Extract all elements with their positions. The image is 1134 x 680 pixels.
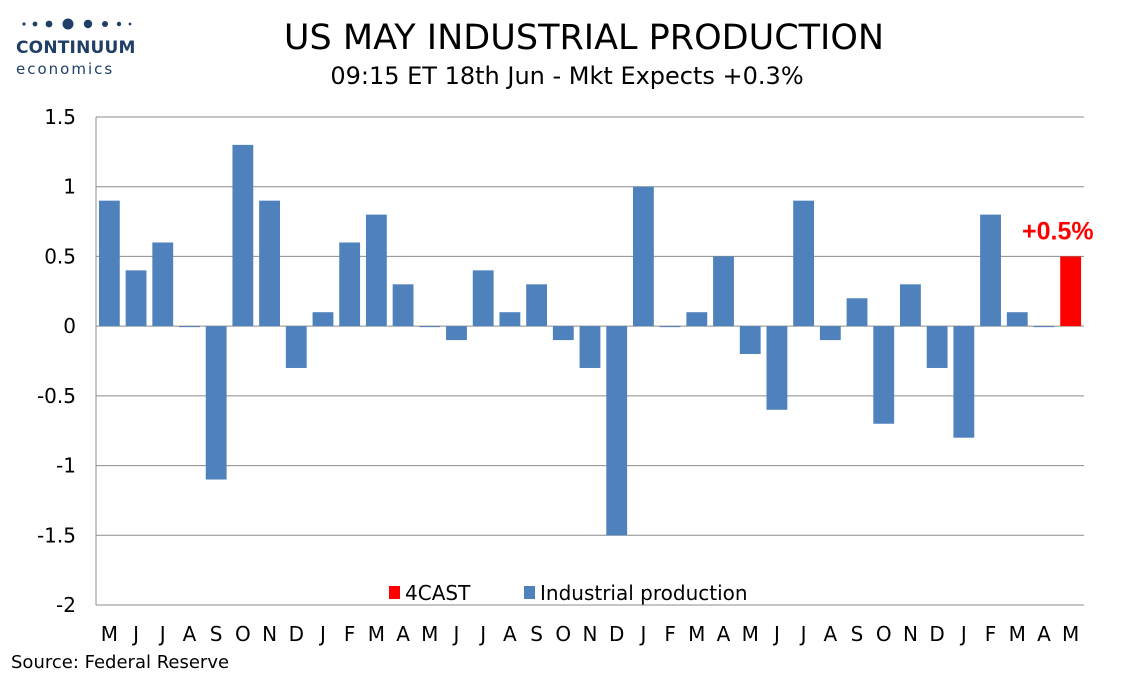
chart-title: US MAY INDUSTRIAL PRODUCTION <box>283 18 885 58</box>
x-tick-label: A <box>183 622 197 646</box>
x-tick-label: F <box>344 622 356 646</box>
x-tick-label: A <box>823 622 837 646</box>
forecast-annotation: +0.5% <box>1022 217 1094 245</box>
x-tick-label: J <box>452 622 460 646</box>
x-tick-label: D <box>609 622 624 646</box>
y-tick-label: -2 <box>56 593 76 617</box>
bar-4cast <box>1060 256 1082 327</box>
x-tick-label: A <box>1037 622 1051 646</box>
x-tick-label: N <box>262 622 277 646</box>
bar-industrial-production <box>980 214 1001 327</box>
x-tick-label: N <box>903 622 918 646</box>
bar-industrial-production <box>686 312 708 327</box>
source-note: Source: Federal Reserve <box>11 652 230 673</box>
x-tick-label: M <box>688 622 705 646</box>
x-tick-label: O <box>876 622 892 646</box>
x-tick-label: F <box>664 622 676 646</box>
bar-industrial-production <box>926 326 948 368</box>
bar-industrial-production <box>766 326 788 410</box>
y-tick-label: -0.5 <box>37 384 76 408</box>
bar-industrial-production <box>846 298 868 327</box>
bar-industrial-production <box>125 270 147 327</box>
bar-industrial-production <box>446 326 467 341</box>
x-tick-label: O <box>235 622 251 646</box>
x-tick-label: A <box>503 622 517 646</box>
y-tick-label: 0.5 <box>44 244 76 268</box>
legend-label: Industrial production <box>540 581 748 605</box>
bar-industrial-production <box>632 186 654 327</box>
bar-industrial-production <box>793 200 815 327</box>
bar-industrial-production <box>526 284 548 327</box>
bar-industrial-production <box>259 200 280 327</box>
bar-industrial-production <box>472 270 494 327</box>
bar-industrial-production <box>659 326 681 328</box>
x-tick-label: M <box>421 622 438 646</box>
bar-industrial-production <box>98 200 120 327</box>
y-tick-label: 1 <box>63 175 76 199</box>
bar-industrial-production <box>179 326 200 328</box>
y-tick-label: 1.5 <box>44 105 76 129</box>
x-tick-label: S <box>851 622 864 646</box>
y-tick-label: -1.5 <box>37 523 76 547</box>
bar-industrial-production <box>579 326 601 368</box>
bar-industrial-production <box>1006 312 1028 327</box>
x-tick-label: S <box>530 622 543 646</box>
bar-industrial-production <box>739 326 761 355</box>
bar-industrial-production <box>552 326 574 341</box>
x-tick-label: D <box>929 622 944 646</box>
y-tick-label: 0 <box>63 314 76 338</box>
bar-industrial-production <box>152 242 174 327</box>
x-tick-label: M <box>742 622 759 646</box>
logo-name: CONTINUUM <box>16 38 136 58</box>
bar-industrial-production <box>499 312 521 327</box>
x-tick-label: M <box>1062 622 1079 646</box>
x-tick-label: M <box>368 622 385 646</box>
bar-industrial-production <box>392 284 414 327</box>
x-tick-label: J <box>478 622 486 646</box>
bar-industrial-production <box>419 326 441 328</box>
x-tick-label: A <box>717 622 731 646</box>
legend-swatch <box>389 586 400 599</box>
bar-industrial-production <box>312 312 334 327</box>
x-tick-label: J <box>131 622 139 646</box>
bar-industrial-production <box>205 326 227 480</box>
bar-industrial-production <box>819 326 841 341</box>
bar-industrial-production <box>232 144 254 327</box>
logo-dots-icon <box>22 18 132 30</box>
bar-industrial-production <box>285 326 307 368</box>
bar-industrial-production <box>873 326 895 424</box>
x-tick-label: O <box>555 622 571 646</box>
x-tick-label: S <box>210 622 223 646</box>
x-tick-label: N <box>583 622 598 646</box>
bar-industrial-production <box>339 242 361 327</box>
bar-industrial-production <box>713 256 734 327</box>
x-tick-label: J <box>772 622 780 646</box>
bar-industrial-production <box>953 326 975 438</box>
x-tick-label: J <box>638 622 646 646</box>
x-tick-label: M <box>101 622 118 646</box>
x-tick-label: M <box>1009 622 1026 646</box>
chart-subtitle: 09:15 ET 18th Jun - Mkt Expects +0.3% <box>330 62 804 90</box>
x-tick-label: F <box>985 622 997 646</box>
x-tick-label: J <box>799 622 807 646</box>
legend-swatch <box>524 586 535 599</box>
x-tick-label: J <box>158 622 166 646</box>
bar-industrial-production <box>606 326 628 536</box>
logo-subtitle: economics <box>16 60 115 78</box>
bar-industrial-production <box>1033 326 1055 328</box>
x-tick-label: A <box>396 622 410 646</box>
bar-industrial-production <box>365 214 387 327</box>
y-tick-label: -1 <box>56 454 76 478</box>
x-tick-label: D <box>289 622 304 646</box>
bar-industrial-production <box>900 284 921 327</box>
x-tick-label: J <box>959 622 967 646</box>
legend-label: 4CAST <box>405 581 471 605</box>
x-tick-label: J <box>318 622 326 646</box>
